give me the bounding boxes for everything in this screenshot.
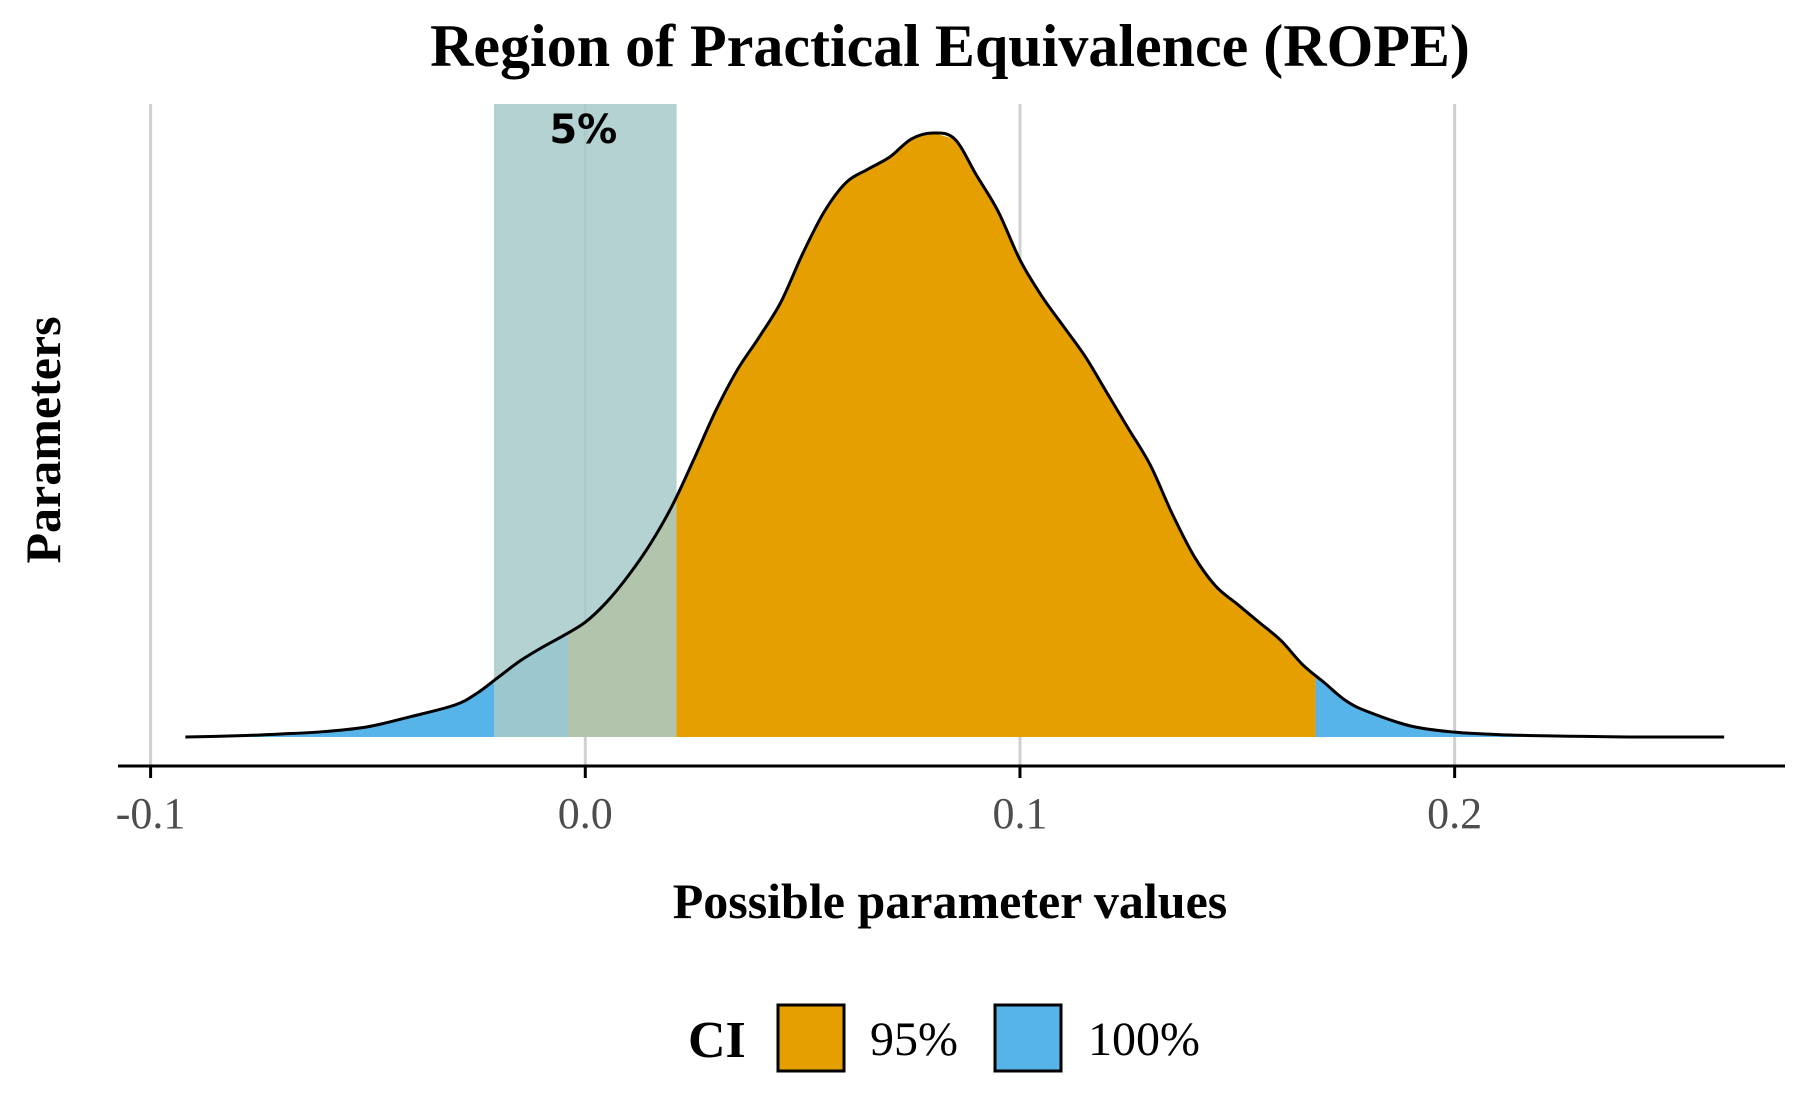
legend-title: CI <box>688 1012 746 1069</box>
rope-band <box>493 104 677 737</box>
legend-swatch-95 <box>776 1003 846 1073</box>
x-axis-title: Possible parameter values <box>673 873 1228 929</box>
density-areas <box>185 133 1725 737</box>
rope-percentage-label: 5% <box>549 107 617 153</box>
density-outline <box>185 131 1725 739</box>
legend: CI 95% 100% <box>688 1003 1200 1073</box>
area-100-left <box>185 632 568 737</box>
x-tick-label-1: 0.0 <box>558 789 613 838</box>
area-100-right <box>1315 675 1725 737</box>
legend-label-95: 95% <box>870 1013 958 1066</box>
chart-title: Region of Practical Equivalence (ROPE) <box>430 13 1470 79</box>
area-95 <box>567 133 1316 737</box>
legend-label-100: 100% <box>1088 1013 1200 1066</box>
x-tick-label-2: 0.1 <box>992 789 1047 838</box>
x-tick-label-0: -0.1 <box>116 789 186 838</box>
x-tick-label-3: 0.2 <box>1427 789 1482 838</box>
x-axis-ticks: -0.1 0.0 0.1 0.2 <box>116 766 1482 838</box>
y-axis-title: Parameters <box>15 316 71 563</box>
legend-swatch-100 <box>993 1003 1063 1073</box>
